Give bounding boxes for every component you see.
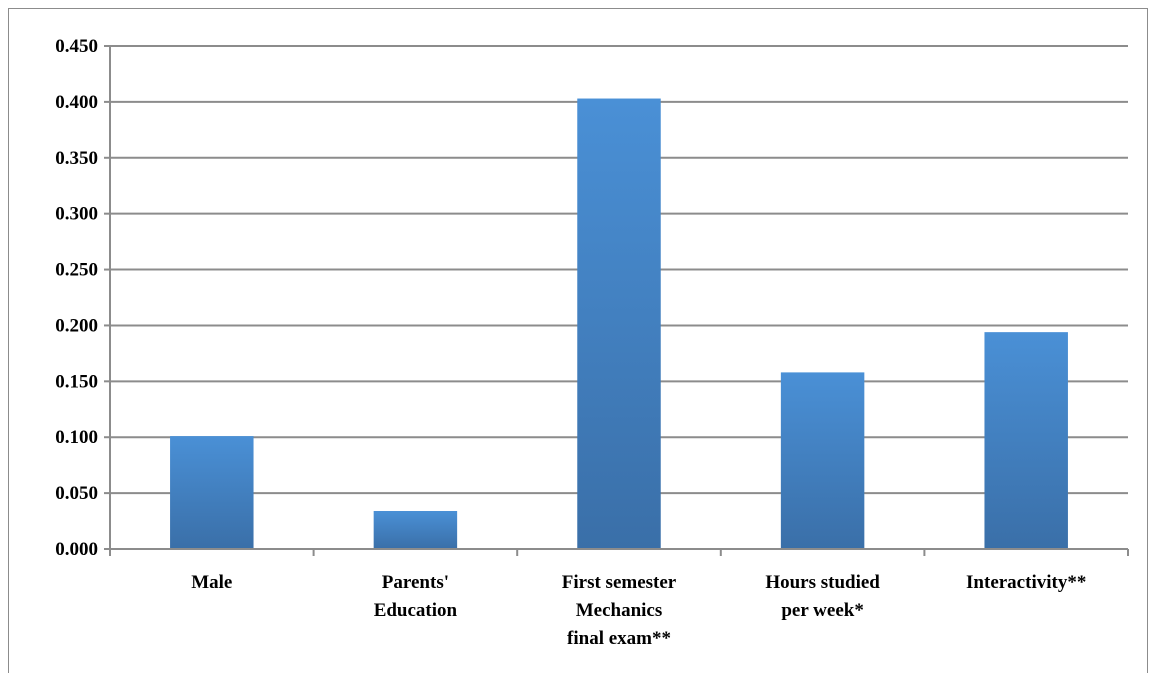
category-label: Parents' Education <box>374 572 458 621</box>
bars <box>170 98 1068 549</box>
chart-frame <box>8 8 1148 673</box>
category-labels: Male Parents' Education First semester Mecha… <box>191 572 1086 649</box>
y-tick-label: 0.200 <box>55 315 98 336</box>
bar <box>780 372 865 549</box>
axes <box>104 45 1129 556</box>
bar <box>170 436 254 549</box>
y-tick-label: 0.100 <box>55 427 98 448</box>
y-tick-label: 0.250 <box>55 260 98 281</box>
category-label: Male <box>191 572 232 593</box>
y-tick-label: 0.150 <box>55 371 98 392</box>
y-tick-label: 0.050 <box>55 483 98 504</box>
y-tick-labels: 0.000 0.050 0.100 0.150 0.200 0.250 0.300 0.350… <box>55 36 98 560</box>
y-tick-label: 0.000 <box>55 539 98 560</box>
y-tick-label: 0.300 <box>55 204 98 225</box>
y-tick-label: 0.350 <box>55 148 98 169</box>
y-tick-label: 0.450 <box>55 36 98 57</box>
category-label: First semester Mechanics final exam** <box>562 572 677 649</box>
bar <box>577 98 661 549</box>
bar <box>373 510 458 549</box>
y-tick-label: 0.400 <box>55 92 98 113</box>
category-label: Hours studied per week* <box>765 572 880 621</box>
bar <box>984 332 1068 549</box>
category-label: Interactivity** <box>966 572 1086 593</box>
